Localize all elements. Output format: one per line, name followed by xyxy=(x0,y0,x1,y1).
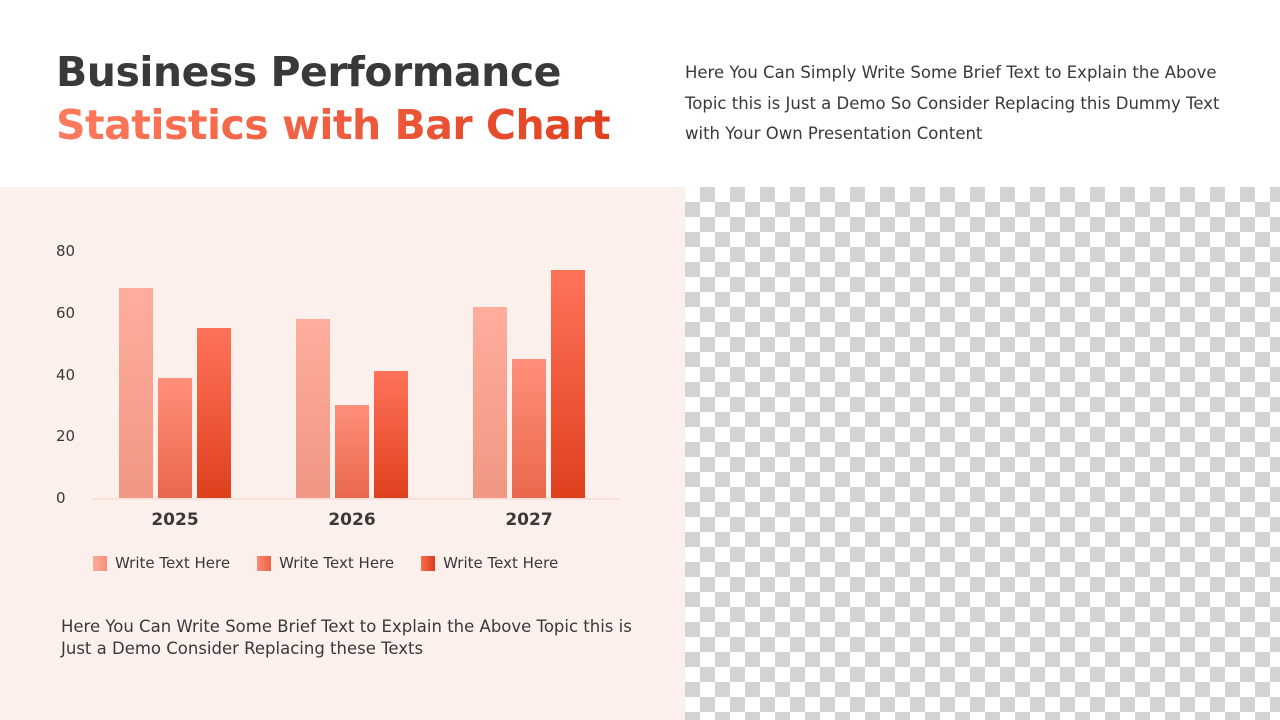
title-line-1: Business Performance xyxy=(56,48,561,96)
image-placeholder-transparent xyxy=(685,187,1280,720)
legend-swatch-3 xyxy=(421,555,436,571)
y-tick-0: 0 xyxy=(56,489,66,507)
bar-2026-series-2 xyxy=(335,405,369,498)
legend-label-2: Write Text Here xyxy=(279,554,395,572)
x-label-2026: 2026 xyxy=(328,510,376,530)
description-top: Here You Can Simply Write Some Brief Tex… xyxy=(685,63,1220,143)
title-line-2: Statistics with Bar Chart xyxy=(56,99,611,152)
y-tick-40: 40 xyxy=(56,366,76,384)
bar-2027-series-1 xyxy=(473,307,507,498)
y-tick-20: 20 xyxy=(56,427,76,445)
x-label-2027: 2027 xyxy=(505,510,553,530)
chart-legend: Write Text Here Write Text Here Write Te… xyxy=(93,554,558,572)
legend-label-1: Write Text Here xyxy=(115,554,231,572)
bar-2026-series-1 xyxy=(296,319,330,498)
bar-2027-series-3 xyxy=(551,270,585,498)
legend-item-series-2: Write Text Here xyxy=(257,554,394,572)
legend-item-series-3: Write Text Here xyxy=(421,554,558,572)
bar-2025-series-3 xyxy=(197,328,231,498)
bar-2025-series-2 xyxy=(158,378,192,498)
x-label-2025: 2025 xyxy=(151,510,199,530)
slide-title: Business Performance Statistics with Bar… xyxy=(56,46,611,152)
legend-item-series-1: Write Text Here xyxy=(93,554,230,572)
bar-chart: 0 20 40 60 80 2025 2026 2027 xyxy=(0,187,685,587)
legend-swatch-2 xyxy=(257,555,272,571)
legend-label-3: Write Text Here xyxy=(443,554,559,572)
y-tick-60: 60 xyxy=(56,304,76,322)
legend-swatch-1 xyxy=(93,555,107,571)
y-tick-80: 80 xyxy=(56,242,76,260)
description-bottom: Here You Can Write Some Brief Text to Ex… xyxy=(61,617,632,658)
bar-2026-series-3 xyxy=(374,371,408,498)
x-axis-baseline xyxy=(93,498,620,500)
bar-2025-series-1 xyxy=(119,288,153,498)
bar-2027-series-2 xyxy=(512,359,546,498)
